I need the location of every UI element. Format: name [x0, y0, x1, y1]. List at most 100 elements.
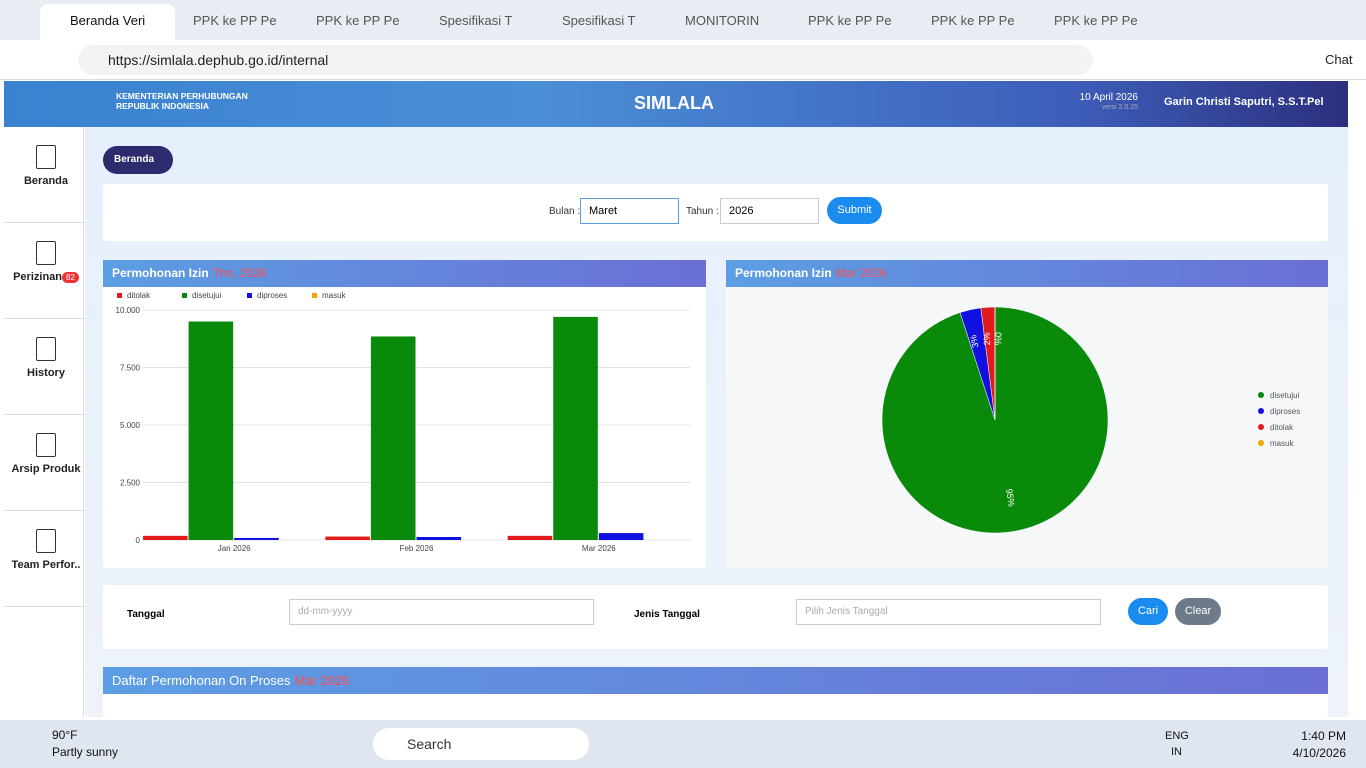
- slice-label: 2%: [981, 332, 992, 346]
- tab-bar: Beranda Veri PPK ke PP Pe PPK ke PP Pe Spes…: [0, 0, 1366, 40]
- bar: [598, 533, 644, 540]
- date-input[interactable]: dd-mm-yyyy: [289, 599, 594, 625]
- legend-swatch: [182, 293, 187, 298]
- legend-swatch: [312, 293, 317, 298]
- language: ENG: [1165, 730, 1189, 742]
- sidebar-item[interactable]: Perizinan 82: [4, 241, 88, 319]
- browser-tab[interactable]: PPK ke PP Pe: [808, 13, 892, 28]
- icon: [36, 241, 56, 265]
- address-bar: https://simlala.dephub.go.id/internal Ch…: [0, 40, 1366, 80]
- sidebar-label: History: [27, 367, 65, 379]
- label: Tanggal: [127, 609, 165, 620]
- slice-label: 95%: [1004, 488, 1017, 507]
- month-select[interactable]: Maret: [580, 198, 679, 224]
- slice-label: 0%: [993, 332, 1003, 345]
- legend-swatch: [1258, 424, 1264, 430]
- legend-label[interactable]: disetujui: [192, 291, 222, 300]
- bar: [325, 536, 370, 540]
- submit-button[interactable]: Submit: [827, 197, 882, 224]
- icon: [36, 529, 56, 553]
- y-tick-label: 7.500: [120, 364, 141, 373]
- legend-label[interactable]: disetujui: [1270, 391, 1300, 400]
- panel-subtitle: Thn. 2026: [212, 266, 267, 280]
- label: Jenis Tanggal: [634, 609, 700, 620]
- legend-label[interactable]: ditolak: [127, 291, 151, 300]
- browser-tab[interactable]: Beranda Veri: [40, 4, 175, 40]
- clear-button[interactable]: Clear: [1175, 598, 1221, 625]
- panel-subtitle: Mar 2026: [835, 266, 887, 280]
- search-form: Tanggal dd-mm-yyyy Jenis Tanggal Pilih J…: [103, 585, 1328, 649]
- taskbar: 90°F Partly sunny Search ENG IN 1:40 PM …: [0, 720, 1366, 768]
- panel-title: Permohonan Izin: [735, 266, 832, 280]
- legend-label[interactable]: diproses: [257, 291, 287, 300]
- year-select[interactable]: 2026: [720, 198, 819, 224]
- search-box[interactable]: Search: [373, 728, 589, 760]
- panel-header: Daftar Permohonan On Proses Mar 2026: [103, 667, 1328, 694]
- language: IN: [1171, 746, 1182, 758]
- sidebar-item[interactable]: Arsip Produk: [4, 433, 88, 511]
- sidebar-item[interactable]: History: [4, 337, 88, 415]
- chat-button[interactable]: Chat: [1325, 52, 1353, 67]
- label: Tahun :: [686, 206, 719, 217]
- bar: [553, 316, 598, 540]
- filter-panel: Bulan : Maret Tahun : 2026 Submit: [103, 184, 1328, 241]
- browser-tab[interactable]: MONITORIN: [685, 13, 760, 28]
- legend-label[interactable]: masuk: [322, 291, 347, 300]
- panel-header: Permohonan Izin Mar 2026: [726, 260, 1328, 287]
- bar: [234, 537, 279, 540]
- y-tick-label: 0: [136, 536, 141, 545]
- panel-title: Daftar Permohonan On Proses: [112, 673, 291, 688]
- sidebar-item[interactable]: Team Perfor..: [4, 529, 88, 607]
- clock-time: 1:40 PM: [1301, 729, 1346, 743]
- search-button[interactable]: Cari: [1128, 598, 1168, 625]
- weather: Partly sunny: [52, 745, 119, 759]
- legend-swatch: [1258, 440, 1264, 446]
- browser-tab[interactable]: PPK ke PP Pe: [316, 13, 400, 28]
- browser-tab[interactable]: PPK ke PP Pe: [1054, 13, 1138, 28]
- bar-panel: Permohonan Izin Thn. 2026 0 2.500 5.000 7.50…: [103, 260, 706, 568]
- content: Beranda Bulan : Maret Tahun : 2026 Submi…: [85, 127, 1348, 717]
- slice-label: 3%: [968, 334, 981, 349]
- org-name: REPUBLIK INDONESIA: [116, 101, 210, 111]
- bar: [370, 336, 416, 540]
- temperature: 90°F: [52, 728, 78, 742]
- clock-date: 4/10/2026: [1292, 746, 1346, 760]
- app-title: SIMLALA: [634, 93, 714, 113]
- legend-label[interactable]: ditolak: [1270, 423, 1294, 432]
- sidebar-item[interactable]: Beranda: [4, 145, 88, 223]
- version: versi 2.0.25: [1101, 104, 1138, 111]
- panel-header: Permohonan Izin Thn. 2026: [103, 260, 706, 287]
- sidebar: Beranda Perizinan 82 History Arsip Produk Tea…: [4, 127, 88, 717]
- x-tick-label: Mar 2026: [582, 544, 616, 553]
- sidebar-label: Beranda: [23, 175, 69, 187]
- browser-tab[interactable]: PPK ke PP Pe: [193, 13, 277, 28]
- legend-swatch: [1258, 392, 1264, 398]
- url[interactable]: https://simlala.dephub.go.id/internal: [78, 45, 1093, 75]
- y-tick-label: 10.000: [116, 306, 141, 315]
- browser-tab[interactable]: PPK ke PP Pe: [931, 13, 1015, 28]
- pie-panel: Permohonan Izin Mar 2026 95% 3% 2% 0% disetuj…: [726, 260, 1328, 568]
- legend-label[interactable]: masuk: [1270, 439, 1295, 448]
- bar: [188, 321, 234, 540]
- list-panel: Daftar Permohonan On Proses Mar 2026: [103, 667, 1328, 717]
- browser-tab[interactable]: Spesifikasi T: [439, 13, 513, 28]
- type-select[interactable]: Pilih Jenis Tanggal: [796, 599, 1101, 625]
- breadcrumb[interactable]: Beranda: [103, 146, 173, 174]
- sidebar-label: Arsip Produk: [11, 463, 81, 475]
- pie-chart: 95% 3% 2% 0% disetujui diproses ditolak masuk: [726, 287, 1328, 568]
- y-tick-label: 2.500: [120, 479, 141, 488]
- icon: [36, 145, 56, 169]
- legend-swatch: [1258, 408, 1264, 414]
- app-header: KEMENTERIAN PERHUBUNGAN REPUBLIK INDONES…: [4, 81, 1348, 127]
- user-name[interactable]: Garin Christi Saputri, S.S.T.Pel: [1164, 96, 1324, 108]
- panel-subtitle: Mar 2026: [294, 673, 350, 688]
- legend-label[interactable]: diproses: [1270, 407, 1300, 416]
- legend-swatch: [117, 293, 122, 298]
- y-tick-label: 5.000: [120, 421, 141, 430]
- icon: [36, 433, 56, 457]
- browser-tab[interactable]: Spesifikasi T: [562, 13, 636, 28]
- pie-slice: [881, 306, 1109, 534]
- legend-swatch: [247, 293, 252, 298]
- bar: [143, 535, 188, 540]
